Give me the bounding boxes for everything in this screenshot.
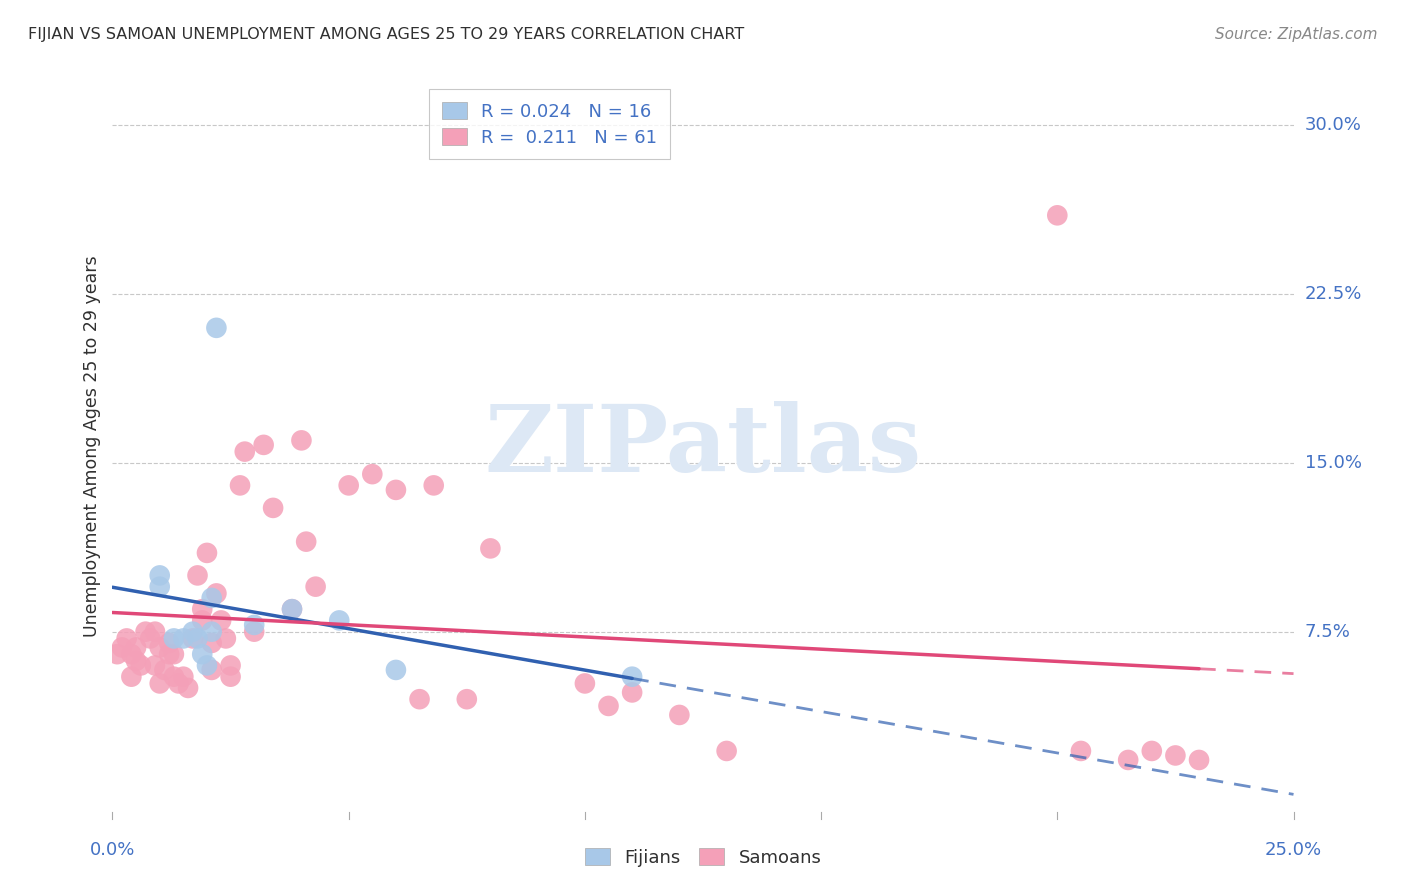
Point [201, 663, 224, 677]
Point [328, 614, 350, 628]
Point [281, 602, 304, 616]
Point [1164, 748, 1187, 763]
Point [163, 670, 186, 684]
Point [304, 580, 326, 594]
Point [385, 483, 408, 497]
Text: 30.0%: 30.0% [1305, 116, 1361, 135]
Point [262, 500, 284, 515]
Point [1070, 744, 1092, 758]
Point [233, 444, 256, 458]
Point [149, 676, 172, 690]
Text: ZIPatlas: ZIPatlas [485, 401, 921, 491]
Text: 0.0%: 0.0% [90, 841, 135, 859]
Point [422, 478, 444, 492]
Point [153, 663, 176, 677]
Point [163, 647, 186, 661]
Point [105, 647, 128, 661]
Point [125, 640, 148, 655]
Point [201, 636, 224, 650]
Point [149, 580, 172, 594]
Point [219, 658, 242, 673]
Text: Source: ZipAtlas.com: Source: ZipAtlas.com [1215, 27, 1378, 42]
Point [191, 602, 214, 616]
Point [172, 670, 194, 684]
Point [115, 632, 138, 646]
Point [1116, 753, 1139, 767]
Point [143, 624, 166, 639]
Legend: Fijians, Samoans: Fijians, Samoans [578, 841, 828, 874]
Point [163, 632, 186, 646]
Point [253, 438, 276, 452]
Point [229, 478, 252, 492]
Point [290, 434, 312, 448]
Point [191, 614, 214, 628]
Text: 15.0%: 15.0% [1305, 454, 1361, 472]
Point [205, 321, 228, 335]
Text: 25.0%: 25.0% [1265, 841, 1322, 859]
Point [157, 647, 180, 661]
Point [574, 676, 596, 690]
Point [295, 534, 318, 549]
Point [1046, 208, 1069, 222]
Point [1188, 753, 1211, 767]
Point [456, 692, 478, 706]
Text: FIJIAN VS SAMOAN UNEMPLOYMENT AMONG AGES 25 TO 29 YEARS CORRELATION CHART: FIJIAN VS SAMOAN UNEMPLOYMENT AMONG AGES… [28, 27, 744, 42]
Point [143, 658, 166, 673]
Point [177, 681, 200, 695]
Text: 22.5%: 22.5% [1305, 285, 1362, 303]
Point [201, 591, 224, 605]
Point [186, 632, 208, 646]
Point [337, 478, 360, 492]
Y-axis label: Unemployment Among Ages 25 to 29 years: Unemployment Among Ages 25 to 29 years [83, 255, 101, 637]
Point [361, 467, 384, 482]
Point [201, 624, 224, 639]
Point [186, 568, 208, 582]
Point [716, 744, 738, 758]
Point [668, 708, 690, 723]
Point [621, 685, 644, 699]
Point [1140, 744, 1163, 758]
Point [111, 640, 134, 655]
Point [167, 676, 190, 690]
Point [157, 636, 180, 650]
Point [195, 546, 218, 560]
Point [281, 602, 304, 616]
Point [243, 618, 266, 632]
Legend: R = 0.024   N = 16, R =  0.211   N = 61: R = 0.024 N = 16, R = 0.211 N = 61 [429, 89, 671, 160]
Point [135, 624, 157, 639]
Point [209, 614, 232, 628]
Point [181, 624, 204, 639]
Point [149, 568, 172, 582]
Point [195, 658, 218, 673]
Point [191, 647, 214, 661]
Point [205, 586, 228, 600]
Point [172, 632, 194, 646]
Point [129, 658, 152, 673]
Point [181, 632, 204, 646]
Point [408, 692, 430, 706]
Point [621, 670, 644, 684]
Point [215, 632, 238, 646]
Point [149, 640, 172, 655]
Point [120, 670, 142, 684]
Point [479, 541, 502, 556]
Text: 7.5%: 7.5% [1305, 623, 1351, 640]
Point [598, 698, 620, 713]
Point [120, 647, 142, 661]
Point [139, 632, 162, 646]
Point [243, 624, 266, 639]
Point [385, 663, 408, 677]
Point [219, 670, 242, 684]
Point [125, 654, 148, 668]
